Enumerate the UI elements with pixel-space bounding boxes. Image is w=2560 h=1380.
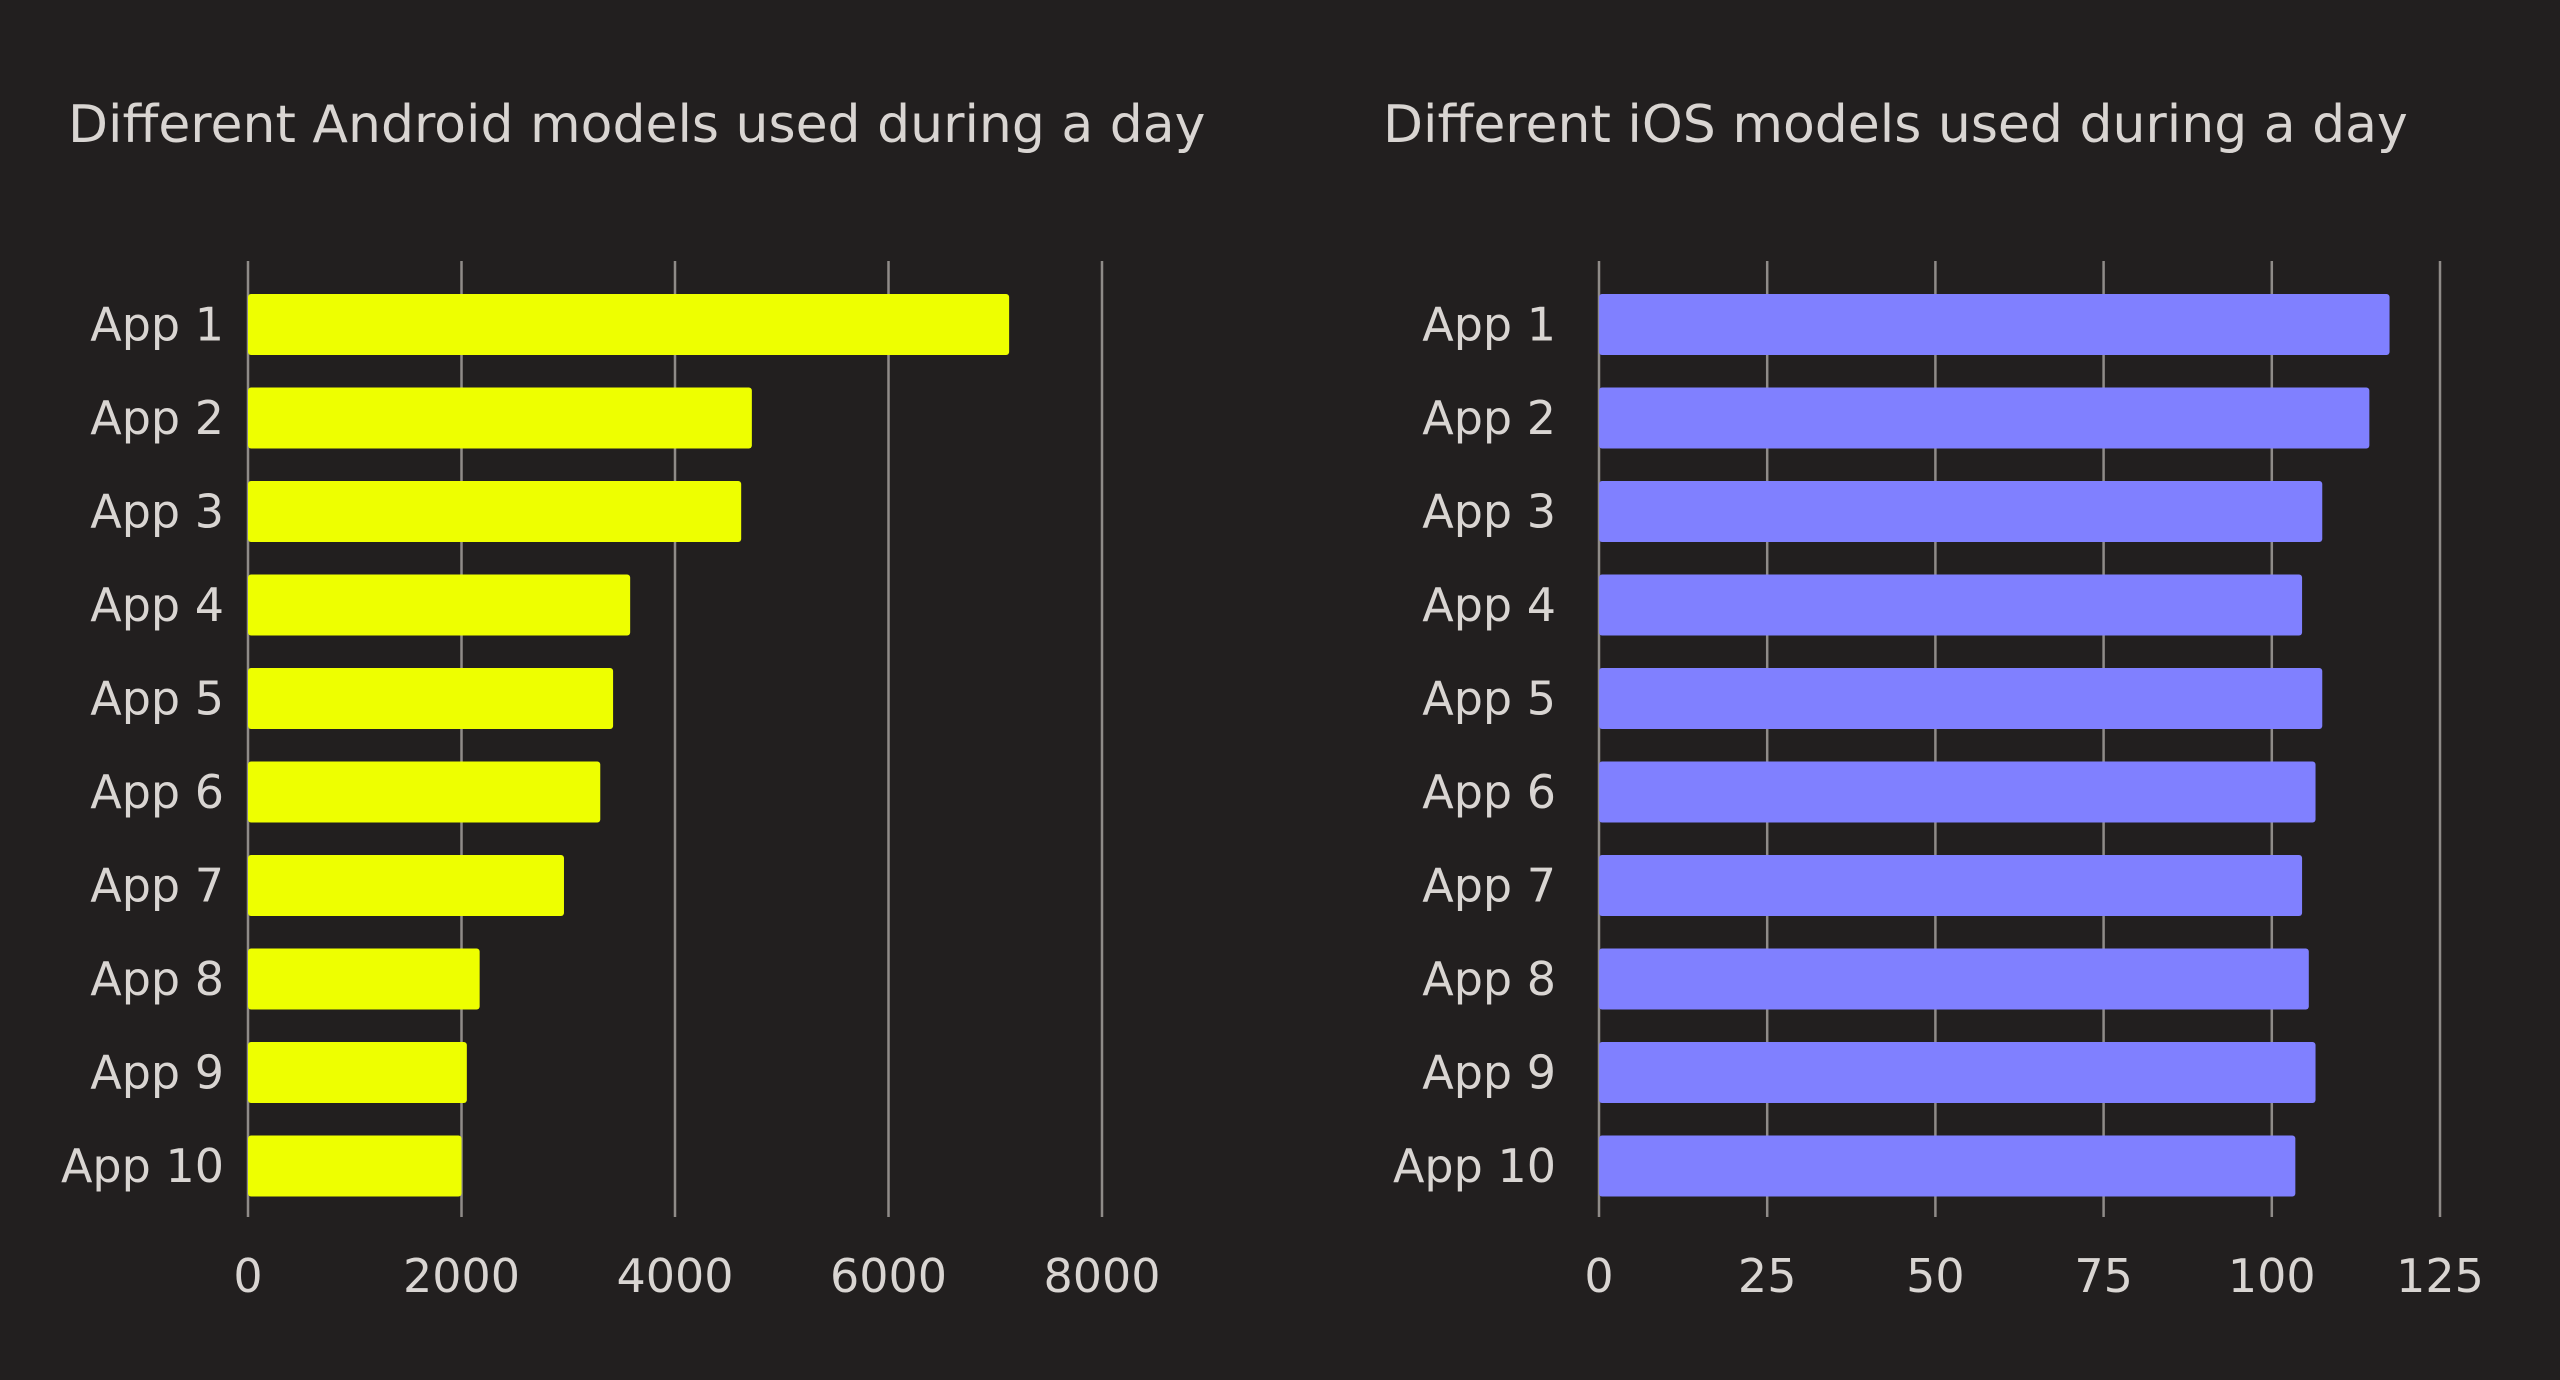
bar <box>1599 761 2316 823</box>
x-tick-label: 125 <box>2396 1249 2484 1303</box>
android-chart: Different Android models used during a d… <box>61 95 1205 1303</box>
category-label: App 1 <box>1422 298 1556 352</box>
category-label: App 9 <box>90 1046 224 1100</box>
bar <box>248 761 601 823</box>
x-tick-label: 6000 <box>830 1249 947 1303</box>
category-label: App 7 <box>90 859 224 913</box>
category-label: App 9 <box>1422 1046 1556 1100</box>
bar <box>1599 1042 2316 1103</box>
chart-title: Different iOS models used during a day <box>1383 95 2408 155</box>
category-label: App 3 <box>1422 485 1556 539</box>
category-label: App 2 <box>90 391 224 445</box>
x-tick-label: 8000 <box>1043 1249 1160 1303</box>
category-label: App 2 <box>1422 391 1556 445</box>
category-label: App 8 <box>90 952 224 1006</box>
bar <box>248 668 614 729</box>
bar <box>248 948 480 1010</box>
bar <box>1599 1135 2296 1197</box>
bar <box>248 481 742 542</box>
x-tick-label: 100 <box>2228 1249 2316 1303</box>
x-tick-label: 2000 <box>403 1249 520 1303</box>
category-label: App 7 <box>1422 859 1556 913</box>
category-label: App 6 <box>1422 765 1556 819</box>
category-label: App 4 <box>90 578 224 632</box>
ios-chart: Different iOS models used during a day 0… <box>1383 95 2484 1303</box>
bar <box>248 387 752 449</box>
category-label: App 3 <box>90 485 224 539</box>
bar <box>1599 668 2323 729</box>
category-label: App 10 <box>61 1139 224 1193</box>
x-tick-label: 0 <box>233 1249 262 1303</box>
x-tick-label: 25 <box>1738 1249 1797 1303</box>
bar <box>248 855 564 916</box>
bar <box>248 1135 462 1197</box>
category-label: App 6 <box>90 765 224 819</box>
bar <box>248 294 1010 355</box>
x-tick-label: 50 <box>1906 1249 1965 1303</box>
category-label: App 8 <box>1422 952 1556 1006</box>
bar <box>248 574 631 636</box>
bar <box>1599 855 2303 916</box>
category-label: App 5 <box>1422 672 1556 726</box>
bar <box>1599 481 2323 542</box>
bar <box>1599 294 2390 355</box>
chart-title: Different Android models used during a d… <box>68 95 1205 155</box>
x-tick-label: 4000 <box>616 1249 733 1303</box>
x-tick-label: 75 <box>2074 1249 2133 1303</box>
category-label: App 10 <box>1393 1139 1556 1193</box>
bar <box>248 1042 467 1103</box>
bar <box>1599 574 2303 636</box>
category-label: App 1 <box>90 298 224 352</box>
category-label: App 5 <box>90 672 224 726</box>
bar <box>1599 387 2370 449</box>
bar <box>1599 948 2309 1010</box>
x-tick-label: 0 <box>1584 1249 1613 1303</box>
category-label: App 4 <box>1422 578 1556 632</box>
